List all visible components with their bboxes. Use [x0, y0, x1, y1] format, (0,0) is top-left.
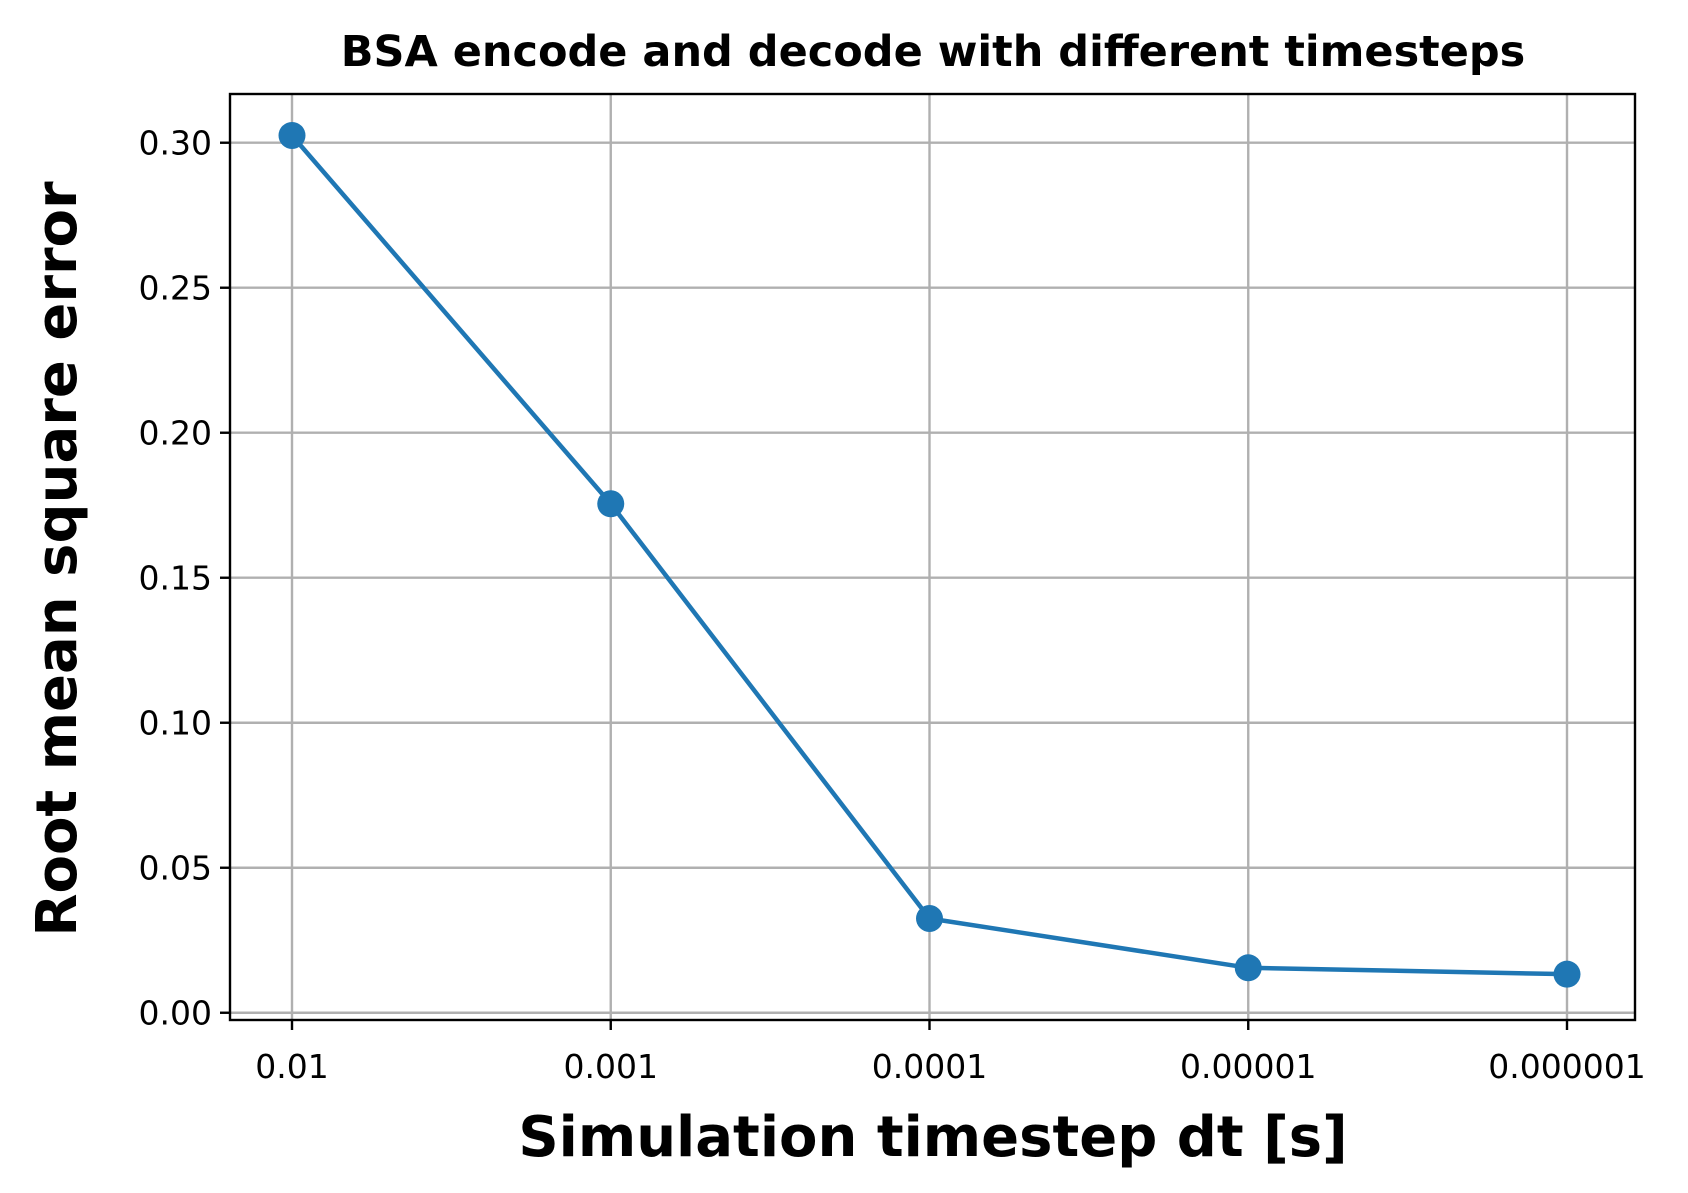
x-tick-label: 0.00001: [1180, 1047, 1316, 1086]
y-axis-label: Root mean square error: [25, 181, 90, 937]
data-point: [916, 904, 943, 932]
data-point: [1234, 954, 1262, 982]
y-tick-label: 0.20: [139, 414, 212, 453]
data-point: [597, 490, 625, 518]
x-tick-label: 0.000001: [1488, 1047, 1645, 1086]
y-tick-label: 0.05: [139, 849, 212, 888]
x-axis-label: Simulation timestep dt [s]: [518, 1105, 1347, 1170]
y-tick-label: 0.25: [139, 269, 212, 308]
series-layer: [278, 121, 1581, 988]
y-tick-label: 0.00: [139, 994, 212, 1033]
chart-title: BSA encode and decode with different tim…: [341, 27, 1526, 77]
y-tick-label: 0.10: [139, 704, 212, 743]
y-tick-label: 0.30: [139, 124, 212, 163]
x-tick-label: 0.0001: [872, 1047, 987, 1086]
grid-layer: [230, 94, 1635, 1020]
x-tick-label: 0.01: [255, 1047, 328, 1086]
data-point: [278, 121, 306, 149]
axes: 0.01 0.001 0.0001 0.00001 0.000001 0.00 0.05 0.…: [139, 92, 1646, 1086]
x-tick-label: 0.001: [564, 1047, 658, 1086]
plot-frame: [228, 92, 1637, 1022]
y-tick-label: 0.15: [139, 559, 212, 598]
data-point: [1553, 960, 1581, 988]
